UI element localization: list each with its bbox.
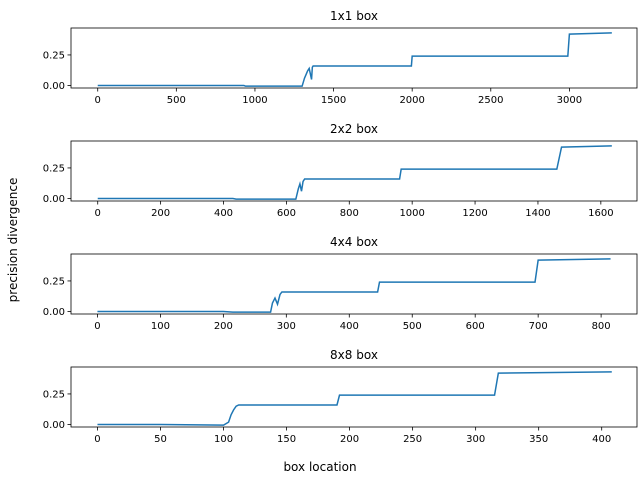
x-tick-label: 150 — [277, 434, 296, 445]
y-axis-label: precision divergence — [6, 178, 20, 303]
x-tick-label: 600 — [277, 208, 296, 219]
series-line — [97, 258, 611, 313]
x-tick-label: 100 — [151, 321, 170, 332]
y-tick-label: 0.25 — [43, 389, 65, 400]
x-tick-label: 350 — [529, 434, 548, 445]
x-tick-label: 400 — [592, 434, 611, 445]
x-tick-label: 1000 — [242, 95, 267, 106]
x-tick-label: 600 — [466, 321, 485, 332]
y-tick-label: 0.00 — [43, 420, 65, 431]
subplot-4: 8x8 box 0 50 100 150 200 250 300 350 400 0.00 0.25 — [43, 348, 638, 445]
x-tick-label: 1200 — [462, 208, 487, 219]
x-tick-label: 250 — [403, 434, 422, 445]
subplot-2: 2x2 box 0 200 400 600 800 1000 1200 1400 1600 0.00… — [43, 122, 638, 219]
x-tick-label: 2000 — [399, 95, 424, 106]
y-tick-label: 0.25 — [43, 50, 65, 61]
x-tick-label: 50 — [154, 434, 167, 445]
axes-frame — [70, 253, 638, 315]
x-tick-label: 2500 — [478, 95, 503, 106]
x-tick-label: 3000 — [557, 95, 582, 106]
subplot-title: 2x2 box — [330, 122, 378, 136]
y-tick-label: 0.00 — [43, 81, 65, 92]
subplot-3: 4x4 box 0 100 200 300 400 500 600 700 800 0.00 0.25 — [43, 235, 638, 332]
x-tick-label: 200 — [214, 321, 233, 332]
x-tick-label: 1500 — [321, 95, 346, 106]
x-tick-label: 200 — [340, 434, 359, 445]
series-line — [97, 32, 612, 87]
x-tick-label: 700 — [529, 321, 548, 332]
x-tick-label: 500 — [403, 321, 422, 332]
axes-frame — [70, 27, 638, 89]
x-tick-label: 0 — [94, 434, 100, 445]
y-tick-label: 0.25 — [43, 276, 65, 287]
x-tick-label: 500 — [167, 95, 186, 106]
x-tick-label: 800 — [340, 208, 359, 219]
x-tick-label: 800 — [592, 321, 611, 332]
x-tick-label: 100 — [214, 434, 233, 445]
subplot-title: 1x1 box — [330, 9, 378, 23]
x-tick-label: 0 — [94, 321, 100, 332]
x-tick-label: 1400 — [525, 208, 550, 219]
subplot-title: 4x4 box — [330, 235, 378, 249]
x-tick-label: 1000 — [399, 208, 424, 219]
x-tick-label: 400 — [340, 321, 359, 332]
y-tick-label: 0.00 — [43, 307, 65, 318]
x-tick-label: 200 — [151, 208, 170, 219]
subplot-title: 8x8 box — [330, 348, 378, 362]
x-tick-label: 1600 — [588, 208, 613, 219]
x-tick-label: 300 — [466, 434, 485, 445]
x-tick-label: 0 — [95, 208, 101, 219]
x-tick-label: 0 — [95, 95, 101, 106]
subplot-1: 1x1 box 0 500 1000 1500 2000 2500 3000 0.00 0.25 — [43, 9, 638, 106]
y-tick-label: 0.25 — [43, 163, 65, 174]
x-tick-label: 300 — [277, 321, 296, 332]
axes-frame — [70, 140, 638, 202]
series-line — [97, 371, 612, 426]
x-axis-label: box location — [283, 460, 356, 474]
y-tick-label: 0.00 — [43, 194, 65, 205]
series-line — [97, 145, 612, 200]
x-tick-label: 400 — [214, 208, 233, 219]
axes-frame — [70, 366, 638, 428]
